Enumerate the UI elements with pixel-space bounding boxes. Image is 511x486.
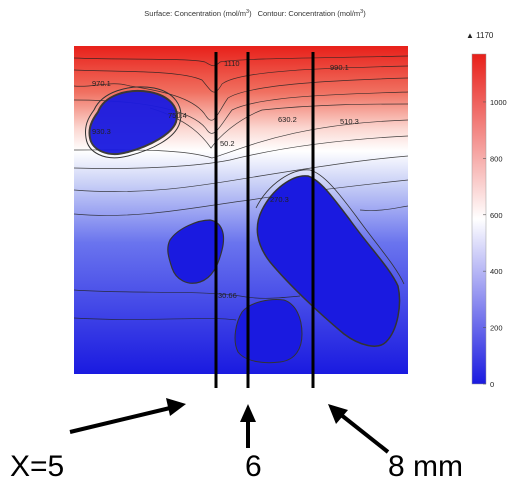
particle-right	[256, 175, 401, 347]
contour-line	[74, 155, 408, 192]
arrow-x5	[69, 406, 171, 434]
contour-label-30: 30.66	[218, 291, 237, 300]
particle-right-outline	[255, 169, 405, 285]
contour-label-750: 750.4	[168, 111, 187, 120]
chart-title: Surface: Concentration (mol/m3) Contour: …	[144, 9, 366, 18]
label-x6: 6	[245, 450, 262, 483]
arrow-x8	[338, 412, 390, 454]
contour-label-970: 970.1	[92, 79, 111, 88]
contour-line	[74, 135, 408, 169]
contour-label-270: 270.3	[270, 195, 289, 204]
colorbar: ▲ 1170 0 200 400 600 800 1000	[466, 31, 507, 389]
annotation-arrows	[69, 398, 390, 454]
colorbar-tick-label: 200	[490, 324, 503, 333]
vertical-lines	[214, 52, 315, 388]
contour-labels: 1110 990.1 970.1 930.3 750.4 630.2 510.3…	[92, 59, 359, 300]
particle-middle	[167, 219, 225, 284]
contour-line	[74, 179, 408, 216]
contour-line	[74, 317, 237, 321]
colorbar-tick-label: 1000	[490, 98, 507, 107]
contour-label-510: 510.3	[340, 117, 359, 126]
contour-label-630: 630.2	[278, 115, 297, 124]
contour-line	[149, 103, 408, 149]
contour-label-930: 930.3	[92, 127, 111, 136]
colorbar-tick-label: 800	[490, 154, 503, 163]
contour-label-990: 990.1	[330, 63, 349, 72]
colorbar-ticks: 0 200 400 600 800 1000	[483, 98, 507, 389]
label-x5: X=5	[10, 450, 65, 483]
arrow-x5-head	[166, 398, 186, 416]
colorbar-tick-label: 0	[490, 380, 494, 389]
particle-bottom	[234, 299, 303, 364]
particles	[85, 86, 405, 364]
contour-line	[74, 77, 408, 121]
contour-line	[359, 205, 408, 211]
label-x8: 8 mm	[388, 450, 463, 483]
arrow-x8-head	[328, 404, 348, 424]
contour-line	[74, 289, 301, 299]
contour-label-50: 50.2	[220, 139, 235, 148]
plot-area: 1110 990.1 970.1 930.3 750.4 630.2 510.3…	[74, 46, 408, 374]
colorbar-tick-label: 600	[490, 211, 503, 220]
contour-label-1110: 1110	[224, 59, 240, 68]
arrow-x6-head	[240, 404, 256, 422]
colorbar-tick-label: 400	[490, 267, 503, 276]
particle-top-left-outline	[85, 86, 182, 159]
colorbar-max-label: ▲ 1170	[466, 31, 494, 40]
colorbar-gradient	[471, 53, 487, 385]
particle-top-left	[88, 90, 178, 156]
